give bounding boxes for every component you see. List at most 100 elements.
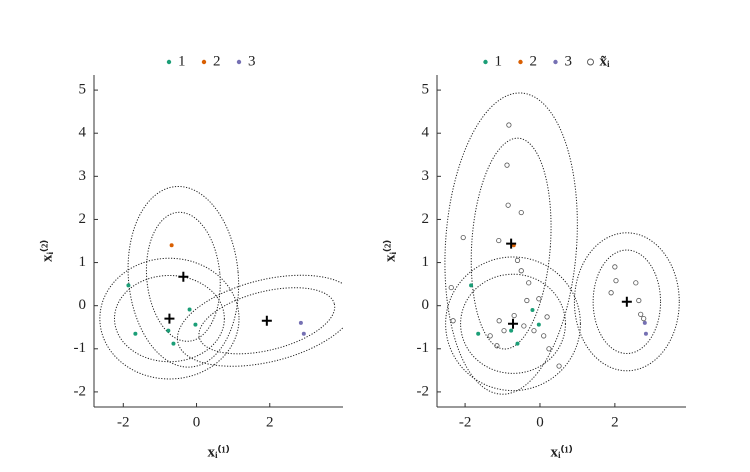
ellipse xyxy=(470,137,552,350)
point xyxy=(612,264,618,270)
point xyxy=(166,328,171,333)
y-tick-label: 4 xyxy=(79,125,87,141)
y-tick-label: 2 xyxy=(422,211,430,227)
point xyxy=(301,331,306,336)
point xyxy=(511,312,517,319)
point xyxy=(641,316,647,322)
plot-area xyxy=(444,92,680,395)
point xyxy=(524,297,530,304)
legend-marker xyxy=(587,58,594,66)
point xyxy=(133,331,138,336)
ellipse xyxy=(573,232,680,372)
y-tick-label: 2 xyxy=(79,211,87,227)
point xyxy=(504,162,510,168)
x-axis-label: xᵢ⁽¹⁾ xyxy=(550,444,572,460)
ellipse xyxy=(460,273,566,374)
legend-label: 2 xyxy=(530,53,538,69)
point xyxy=(544,314,550,320)
ellipse xyxy=(145,211,221,342)
x-tick-label: 0 xyxy=(536,414,544,430)
point xyxy=(193,322,198,327)
legend-marker xyxy=(518,59,523,65)
ellipse xyxy=(198,287,336,355)
point xyxy=(541,333,547,339)
y-tick-label: -1 xyxy=(417,340,430,356)
y-tick-label: 3 xyxy=(422,168,430,184)
ellipse xyxy=(592,249,662,355)
point xyxy=(515,341,520,346)
point xyxy=(126,283,131,288)
y-tick-label: 4 xyxy=(422,125,430,141)
legend-marker xyxy=(553,59,558,65)
point xyxy=(556,363,562,369)
point xyxy=(476,331,481,336)
legend: 1 2 3 x̃ᵢ xyxy=(483,53,610,69)
point xyxy=(518,209,524,216)
point xyxy=(501,328,507,334)
legend-marker xyxy=(483,59,488,65)
point xyxy=(487,333,493,339)
point xyxy=(460,234,466,241)
legend-label: 1 xyxy=(178,53,186,69)
legend-label: x̃ᵢ xyxy=(600,53,611,69)
x-tick-label: -2 xyxy=(459,414,472,430)
legend-marker xyxy=(166,59,172,65)
x-tick-label: -2 xyxy=(117,414,130,430)
point xyxy=(169,243,174,248)
point xyxy=(531,328,537,334)
legend-label: 3 xyxy=(248,53,256,69)
ellipse xyxy=(114,274,225,363)
y-tick-label: 1 xyxy=(79,254,87,270)
center-marker xyxy=(508,318,519,329)
point xyxy=(506,122,512,128)
y-tick-label: 3 xyxy=(79,168,87,184)
ellipse xyxy=(176,274,343,367)
point xyxy=(505,202,511,208)
y-tick-label: 5 xyxy=(79,82,87,98)
point xyxy=(509,328,514,333)
point xyxy=(448,284,454,291)
y-tick-label: -2 xyxy=(74,383,87,399)
plot: -2 -1 0 1 2 3 4 5 -2 0 2 xᵢ⁽¹⁾ xᵢ⁽²⁾ 1 2 3 xyxy=(39,53,343,460)
point xyxy=(642,320,647,325)
y-tick-label: 1 xyxy=(422,254,430,270)
legend-label: 1 xyxy=(495,53,503,69)
point xyxy=(298,320,303,325)
point xyxy=(636,297,642,304)
ellipse xyxy=(127,185,240,368)
center-marker xyxy=(261,315,272,326)
point xyxy=(187,307,192,312)
x-tick-label: 0 xyxy=(193,414,201,430)
ellipse xyxy=(445,256,581,392)
legend-marker xyxy=(201,59,207,65)
plot-area xyxy=(99,185,343,380)
point xyxy=(643,331,648,336)
point xyxy=(638,311,644,317)
x-tick-label: 2 xyxy=(266,414,274,430)
point xyxy=(518,268,524,274)
ellipse xyxy=(444,92,578,395)
y-tick-label: 0 xyxy=(79,297,87,313)
legend: 1 2 3 xyxy=(166,53,256,69)
y-axis-label: xᵢ⁽²⁾ xyxy=(382,240,398,262)
point xyxy=(494,343,500,349)
point xyxy=(608,290,614,296)
plot: -2 -1 0 1 2 3 4 5 -2 0 2 xᵢ⁽¹⁾ xᵢ⁽²⁾ 1 2 3 x̃ᵢ xyxy=(382,53,686,460)
point xyxy=(536,322,541,327)
legend-label: 3 xyxy=(565,53,573,69)
legend-label: 2 xyxy=(213,53,221,69)
y-tick-label: 0 xyxy=(422,297,430,313)
point xyxy=(526,280,532,286)
point xyxy=(450,318,456,324)
point xyxy=(171,341,176,346)
center-marker xyxy=(506,238,517,249)
point xyxy=(469,283,474,288)
y-axis-label: xᵢ⁽²⁾ xyxy=(39,240,55,262)
point xyxy=(633,280,639,286)
point xyxy=(536,296,542,302)
point xyxy=(546,346,552,352)
point xyxy=(514,257,521,264)
point xyxy=(496,318,502,324)
y-tick-label: -1 xyxy=(74,340,87,356)
